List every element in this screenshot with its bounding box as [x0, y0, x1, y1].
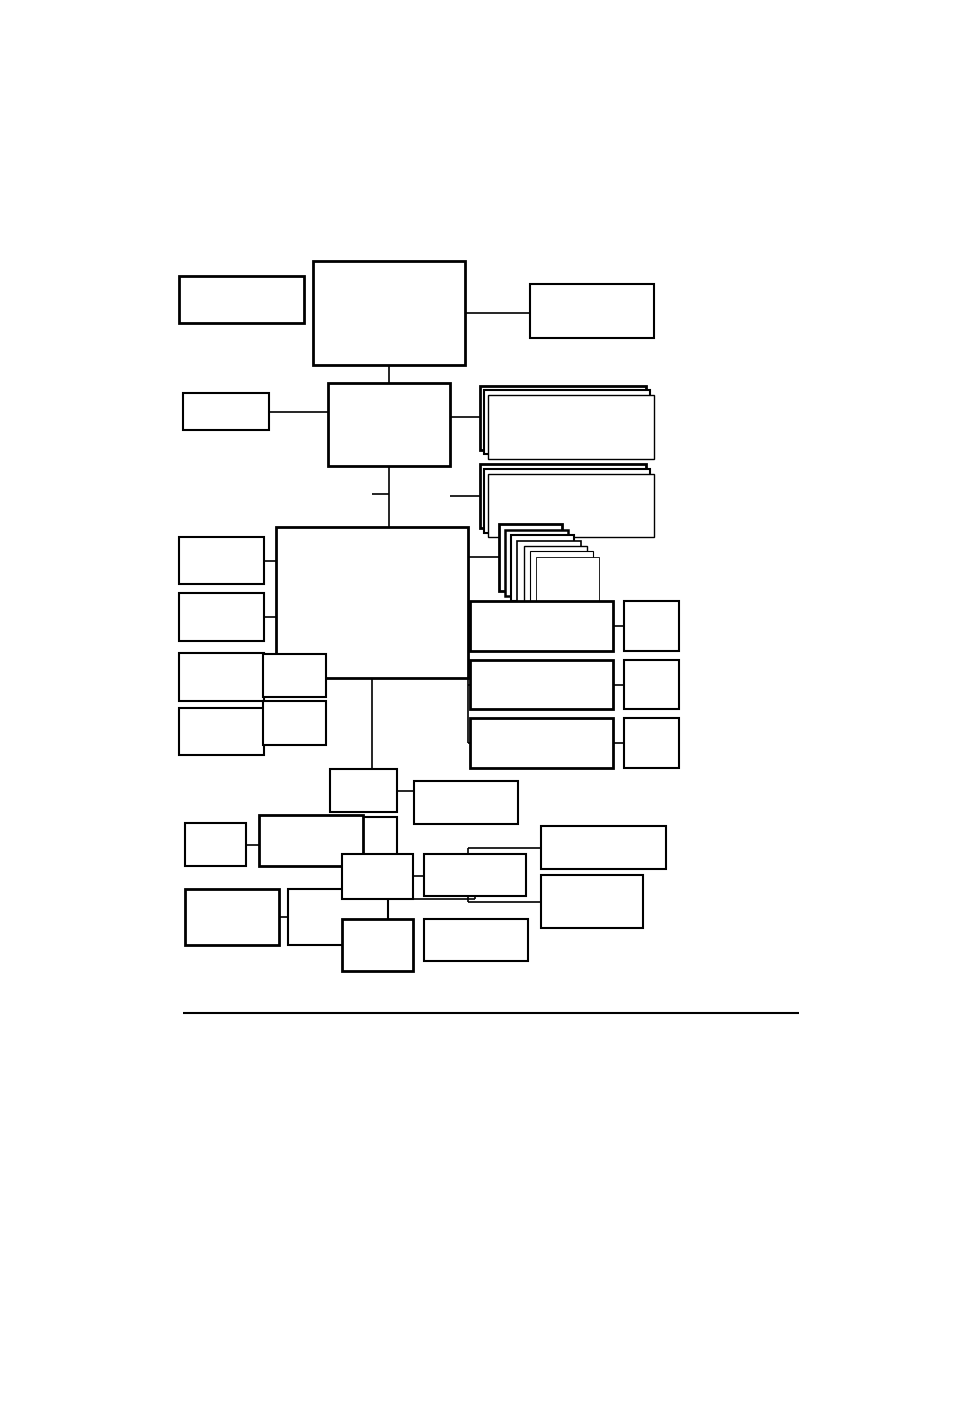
- Bar: [179, 536, 264, 584]
- Bar: [523, 546, 586, 613]
- Bar: [484, 390, 649, 454]
- Bar: [414, 781, 517, 824]
- Bar: [329, 769, 396, 813]
- Bar: [480, 386, 645, 450]
- Bar: [179, 708, 264, 756]
- Bar: [288, 889, 388, 944]
- Bar: [258, 815, 362, 866]
- Bar: [424, 854, 525, 896]
- Bar: [179, 277, 304, 323]
- Bar: [341, 854, 413, 899]
- Bar: [498, 525, 561, 590]
- Bar: [262, 702, 325, 744]
- Bar: [529, 552, 592, 617]
- Bar: [511, 535, 574, 601]
- Bar: [329, 817, 396, 861]
- Bar: [540, 827, 665, 869]
- Bar: [328, 383, 449, 467]
- Bar: [536, 557, 598, 623]
- Bar: [529, 284, 654, 337]
- Bar: [504, 530, 568, 596]
- Bar: [488, 474, 653, 537]
- Bar: [517, 540, 580, 607]
- Bar: [488, 396, 653, 459]
- Bar: [540, 875, 642, 927]
- Bar: [623, 601, 679, 651]
- Bar: [470, 601, 612, 651]
- Bar: [179, 652, 264, 700]
- Bar: [179, 593, 264, 641]
- Bar: [313, 261, 464, 364]
- Bar: [275, 527, 468, 678]
- Bar: [470, 659, 612, 709]
- Bar: [183, 393, 269, 431]
- Bar: [484, 469, 649, 533]
- Bar: [262, 654, 325, 696]
- Bar: [185, 889, 278, 944]
- Bar: [470, 719, 612, 769]
- Bar: [185, 822, 246, 866]
- Bar: [341, 919, 413, 971]
- Bar: [623, 719, 679, 769]
- Bar: [623, 659, 679, 709]
- Bar: [480, 464, 645, 529]
- Bar: [424, 919, 528, 961]
